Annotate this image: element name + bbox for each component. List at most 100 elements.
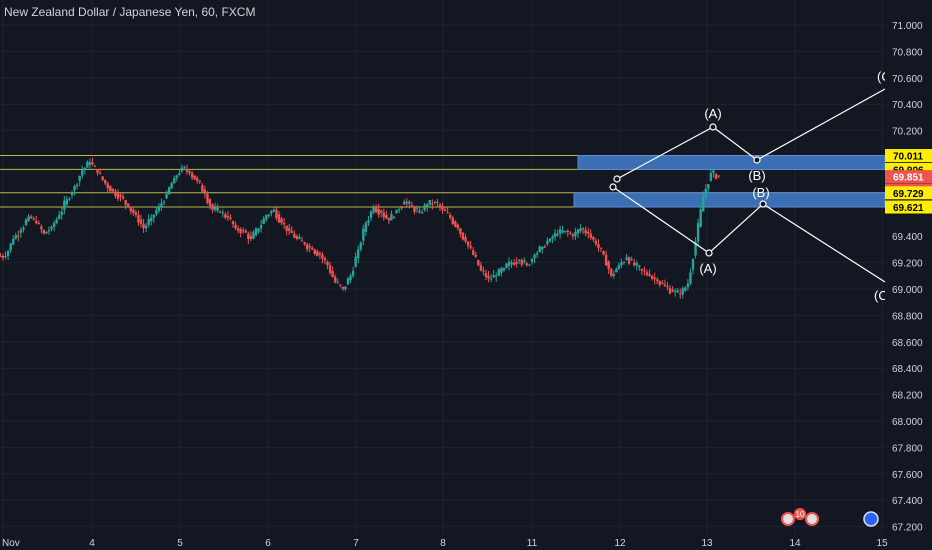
- wave-path[interactable]: [612, 186, 886, 283]
- event-flag-icon[interactable]: [805, 512, 819, 526]
- candle-body: [374, 207, 378, 213]
- wave-point-handle[interactable]: [709, 123, 717, 131]
- x-tick-label: 6: [265, 538, 271, 549]
- candle-body: [426, 204, 429, 208]
- candle-body: [615, 268, 618, 273]
- x-tick-label: 7: [353, 538, 359, 549]
- x-tick-label: Nov: [2, 538, 20, 549]
- candle-body: [147, 218, 150, 225]
- candle-body: [367, 220, 370, 223]
- grid: [0, 0, 885, 534]
- candle-body: [308, 245, 311, 248]
- candle-body: [712, 170, 715, 173]
- time-axis-background[interactable]: [0, 534, 932, 550]
- candle-body: [121, 196, 125, 199]
- candle-body: [239, 229, 242, 234]
- candle-body: [93, 165, 97, 167]
- candle-body: [0, 256, 2, 257]
- event-count-badge[interactable]: [794, 508, 806, 520]
- candle-body: [638, 265, 641, 267]
- candle-body: [653, 277, 656, 280]
- candle-body: [454, 221, 457, 227]
- candle-body: [183, 166, 186, 168]
- wave-path[interactable]: [616, 88, 886, 180]
- candle-body: [377, 208, 380, 215]
- wave-point-handle[interactable]: [613, 175, 621, 183]
- wave-point-handle[interactable]: [759, 200, 767, 208]
- candle-body: [226, 215, 230, 218]
- wave-point-handle[interactable]: [609, 183, 617, 191]
- candle-body: [543, 246, 546, 248]
- globe-icon[interactable]: [863, 511, 879, 527]
- candle-body: [285, 225, 288, 231]
- candle-body: [45, 231, 48, 234]
- candle-body: [29, 216, 33, 219]
- candle-body: [188, 171, 191, 173]
- price-axis[interactable]: 71.000 70.800 70.600 70.400 70.200 69.200 69.0…: [885, 21, 932, 534]
- event-icon-group[interactable]: 10: [781, 508, 819, 526]
- candle-body: [247, 233, 250, 240]
- candle-body: [224, 214, 227, 218]
- candle-body: [6, 250, 10, 256]
- candle-body: [165, 193, 168, 199]
- candle-body: [316, 251, 319, 256]
- y-tick-label: 70.200: [892, 127, 923, 138]
- candle-body: [592, 237, 595, 240]
- price-label-text: 69.621: [893, 203, 924, 214]
- candle-body: [152, 214, 155, 218]
- zone-rect[interactable]: [577, 155, 886, 170]
- candle-body: [433, 201, 437, 203]
- y-tick-label: 70.600: [892, 74, 923, 85]
- y-tick-label: 69.200: [892, 259, 923, 270]
- candle-body: [518, 259, 521, 261]
- candle-body: [190, 172, 194, 178]
- candle-body: [561, 230, 564, 233]
- candle-body: [515, 261, 518, 264]
- wave-point-handle[interactable]: [753, 156, 761, 164]
- x-tick-label: 13: [701, 538, 713, 549]
- candle-body: [234, 224, 237, 229]
- y-tick-label: 68.000: [892, 417, 923, 428]
- candle-body: [242, 230, 245, 232]
- candle-body: [533, 254, 536, 259]
- candle-body: [229, 217, 232, 219]
- candle-body: [709, 172, 713, 181]
- candle-body: [466, 241, 470, 246]
- candle-body: [648, 274, 651, 276]
- candle-body: [323, 258, 327, 261]
- candle-body: [415, 208, 419, 210]
- wave-point-handle[interactable]: [705, 249, 713, 257]
- candle-body: [405, 201, 408, 204]
- candle-body: [495, 275, 498, 277]
- candle-body: [500, 268, 503, 274]
- candle-body: [326, 261, 329, 266]
- candle-body: [607, 261, 610, 269]
- price-label-text: 69.729: [893, 189, 924, 200]
- candle-body: [144, 225, 148, 229]
- price-axis-background[interactable]: [885, 0, 932, 534]
- candle-body: [487, 275, 490, 279]
- candle-body: [86, 161, 89, 168]
- economic-events[interactable]: 10: [781, 508, 879, 527]
- candle-body: [293, 233, 296, 238]
- y-tick-label: 70.800: [892, 47, 923, 58]
- elliott-wave-drawing[interactable]: (A)(B)(B)(A)(C(C: [609, 69, 891, 303]
- zone-rect[interactable]: [573, 192, 886, 208]
- candle-body: [704, 188, 707, 197]
- candle-body: [676, 290, 679, 293]
- y-tick-label: 68.600: [892, 338, 923, 349]
- candle-body: [277, 214, 281, 223]
- candle-body: [395, 209, 398, 214]
- candle-body: [679, 293, 682, 295]
- candle-body: [55, 219, 58, 223]
- candle-body: [259, 225, 263, 229]
- candle-body: [216, 208, 219, 211]
- time-axis[interactable]: Nov 4 5 6 7 8 11 12 13 14 15: [2, 538, 888, 549]
- x-tick-label: 12: [614, 538, 626, 549]
- candle-body: [35, 220, 38, 223]
- candle-body: [474, 254, 477, 257]
- event-flag-icon[interactable]: [781, 512, 795, 526]
- candle-body: [535, 253, 539, 255]
